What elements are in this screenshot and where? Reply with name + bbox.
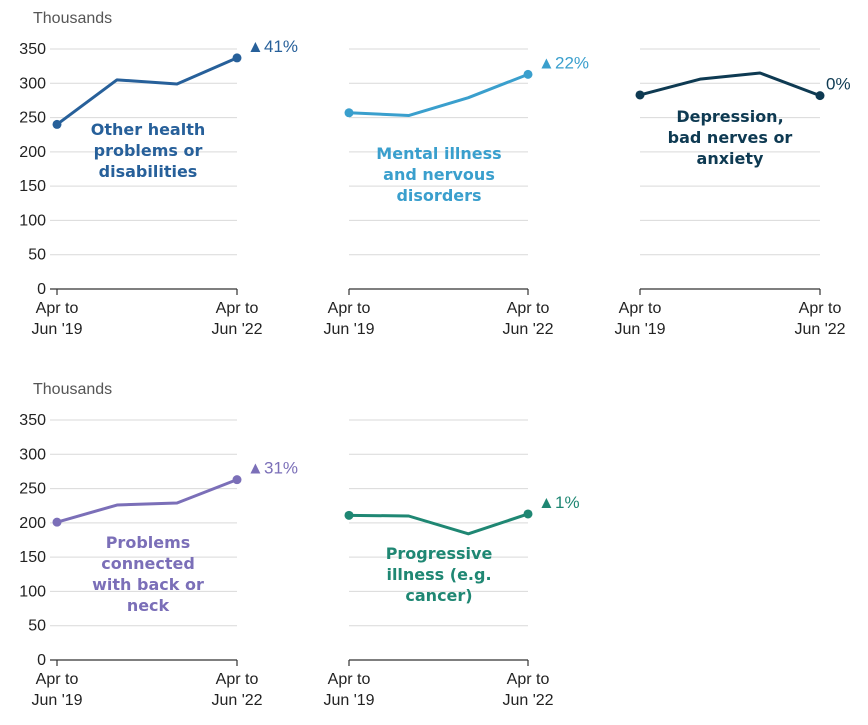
x-tick-label: Apr to bbox=[36, 300, 79, 317]
x-tick-label: Jun '19 bbox=[614, 321, 665, 338]
end-point-marker bbox=[815, 91, 825, 101]
y-tick-label: 100 bbox=[19, 212, 46, 229]
start-point-marker bbox=[635, 90, 645, 100]
x-tick-label: Jun '22 bbox=[794, 321, 845, 338]
x-tick-label: Jun '19 bbox=[31, 692, 82, 709]
series-label: and nervous bbox=[383, 165, 495, 184]
y-tick-label: 150 bbox=[19, 549, 46, 566]
x-tick-label: Jun '19 bbox=[323, 692, 374, 709]
series-label: problems or bbox=[94, 141, 203, 160]
y-tick-label: 200 bbox=[19, 144, 46, 161]
change-percent-label: 1% bbox=[555, 493, 580, 512]
series-label: connected bbox=[101, 554, 195, 573]
x-tick-label: Jun '22 bbox=[502, 321, 553, 338]
x-tick-label: Apr to bbox=[799, 300, 842, 317]
series-label: Depression, bbox=[676, 107, 783, 126]
x-tick-label: Apr to bbox=[216, 300, 259, 317]
x-tick-label: Apr to bbox=[216, 671, 259, 688]
series-line bbox=[638, 71, 822, 98]
y-tick-label: 50 bbox=[28, 247, 46, 264]
series-label: disabilities bbox=[99, 162, 198, 181]
series-label: bad nerves or bbox=[668, 128, 793, 147]
x-tick-label: Jun '22 bbox=[502, 692, 553, 709]
end-point-marker bbox=[232, 475, 242, 485]
series-label: Other health bbox=[91, 120, 206, 139]
x-tick-label: Apr to bbox=[36, 671, 79, 688]
start-point-marker bbox=[344, 510, 354, 520]
end-point-marker bbox=[523, 69, 533, 79]
x-tick-label: Jun '22 bbox=[211, 321, 262, 338]
start-point-marker bbox=[344, 108, 354, 118]
start-point-marker bbox=[52, 119, 62, 129]
change-arrow-icon: ▲ bbox=[247, 37, 264, 56]
series-line bbox=[55, 478, 239, 524]
series-label: anxiety bbox=[697, 149, 764, 168]
x-tick-label: Apr to bbox=[507, 300, 550, 317]
x-tick-label: Apr to bbox=[328, 671, 371, 688]
y-tick-label: 250 bbox=[19, 481, 46, 498]
y-tick-label: 100 bbox=[19, 583, 46, 600]
change-percent-label: 41% bbox=[264, 37, 298, 56]
x-tick-label: Jun '22 bbox=[211, 692, 262, 709]
x-tick-label: Apr to bbox=[507, 671, 550, 688]
y-tick-label: 0 bbox=[37, 281, 46, 298]
change-percent-label: 22% bbox=[555, 53, 589, 72]
series-label: Mental illness bbox=[376, 144, 501, 163]
series-label: illness (e.g. bbox=[386, 565, 491, 584]
y-tick-label: 200 bbox=[19, 515, 46, 532]
x-tick-label: Jun '19 bbox=[31, 321, 82, 338]
series-label: disorders bbox=[396, 186, 481, 205]
end-point-marker bbox=[523, 509, 533, 519]
change-arrow-icon: ▲ bbox=[538, 493, 555, 512]
series-label: Problems bbox=[106, 533, 191, 552]
change-arrow-icon: ▲ bbox=[538, 53, 555, 72]
change-percent-label: 31% bbox=[264, 459, 298, 478]
y-tick-label: 350 bbox=[19, 41, 46, 58]
y-unit-label: Thousands bbox=[33, 10, 112, 27]
y-tick-label: 300 bbox=[19, 75, 46, 92]
series-label: neck bbox=[127, 596, 170, 615]
y-tick-label: 350 bbox=[19, 412, 46, 429]
change-percent-label: 0% bbox=[826, 75, 851, 94]
series-label: cancer) bbox=[405, 586, 472, 605]
x-tick-label: Jun '19 bbox=[323, 321, 374, 338]
series-line bbox=[347, 512, 530, 536]
series-line bbox=[55, 56, 239, 126]
y-tick-label: 50 bbox=[28, 618, 46, 635]
series-label: Progressive bbox=[386, 544, 493, 563]
series-label: with back or bbox=[92, 575, 204, 594]
y-unit-label: Thousands bbox=[33, 381, 112, 398]
y-tick-label: 150 bbox=[19, 178, 46, 195]
x-tick-label: Apr to bbox=[328, 300, 371, 317]
x-tick-label: Apr to bbox=[619, 300, 662, 317]
change-arrow-icon: ▲ bbox=[247, 459, 264, 478]
y-tick-label: 300 bbox=[19, 446, 46, 463]
y-tick-label: 250 bbox=[19, 110, 46, 127]
start-point-marker bbox=[52, 517, 62, 527]
end-point-marker bbox=[232, 53, 242, 63]
y-tick-label: 0 bbox=[37, 652, 46, 669]
series-line bbox=[347, 72, 530, 118]
